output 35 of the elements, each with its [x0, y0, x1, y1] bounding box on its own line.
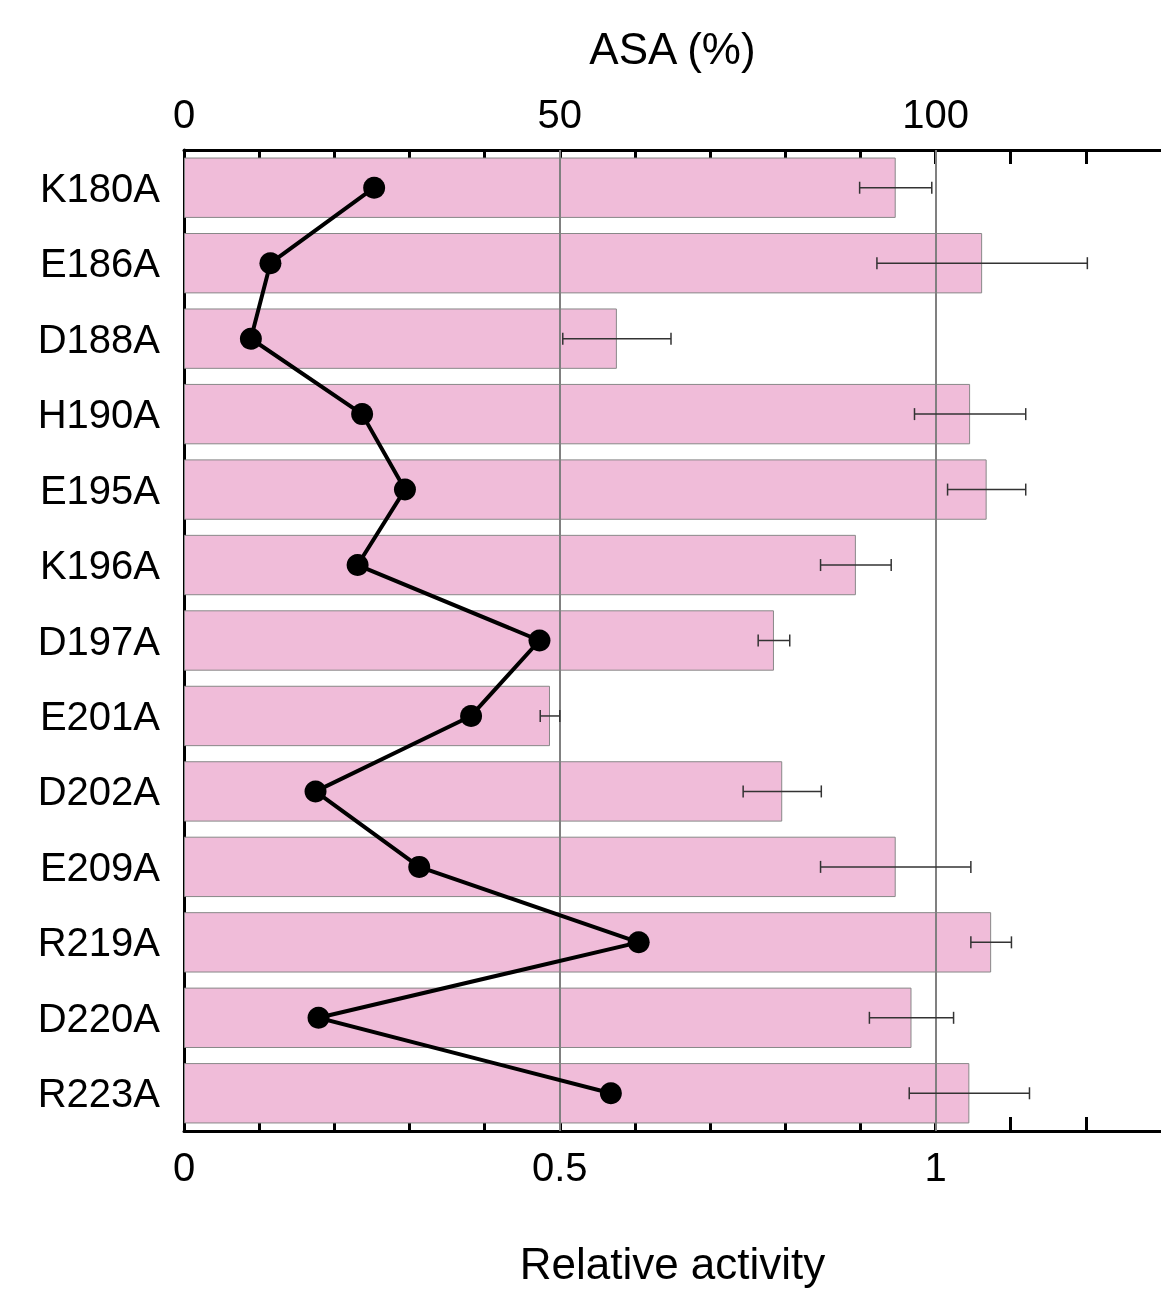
x-tick-label: 0	[172, 1145, 196, 1189]
y-tick-label: E186A	[39, 241, 161, 286]
y-tick-label: R219A	[37, 920, 161, 965]
y-tick-label: D220A	[37, 995, 161, 1040]
y-tick-label: E195A	[39, 467, 161, 512]
point	[408, 855, 431, 878]
point	[363, 176, 386, 199]
x-axis-title: Relative activity	[519, 1238, 826, 1288]
y-tick-label: K180A	[39, 165, 161, 210]
x2-tick-label: 100	[902, 92, 969, 136]
y-tick-label: E201A	[39, 693, 161, 738]
point	[351, 403, 374, 426]
point	[304, 780, 327, 803]
x2-tick-label: 0	[172, 92, 196, 136]
x-tick-label: 1	[924, 1145, 947, 1189]
y-tick-label: R223A	[37, 1071, 161, 1116]
y-tick-label: D202A	[37, 769, 161, 814]
y-tick-label: K196A	[39, 543, 161, 588]
point	[460, 704, 483, 727]
y-tick-label: D197A	[37, 618, 161, 663]
x2-axis-title: ASA (%)	[589, 23, 756, 73]
point	[239, 327, 262, 350]
x2-tick-label: 50	[537, 92, 583, 136]
point	[307, 1006, 330, 1029]
point	[627, 931, 650, 954]
bar	[184, 685, 550, 747]
point	[599, 1082, 622, 1105]
point	[259, 252, 282, 275]
y-tick-label: D188A	[37, 316, 161, 361]
point	[346, 554, 369, 577]
x-tick-label: 0.5	[531, 1145, 588, 1189]
point	[393, 478, 416, 501]
point	[528, 629, 551, 652]
y-tick-label: E209A	[39, 844, 161, 889]
y-tick-label: H190A	[37, 392, 161, 437]
